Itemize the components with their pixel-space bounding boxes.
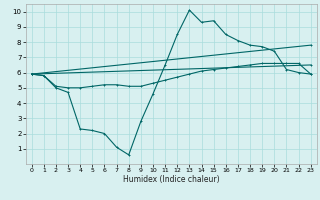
X-axis label: Humidex (Indice chaleur): Humidex (Indice chaleur) — [123, 175, 220, 184]
